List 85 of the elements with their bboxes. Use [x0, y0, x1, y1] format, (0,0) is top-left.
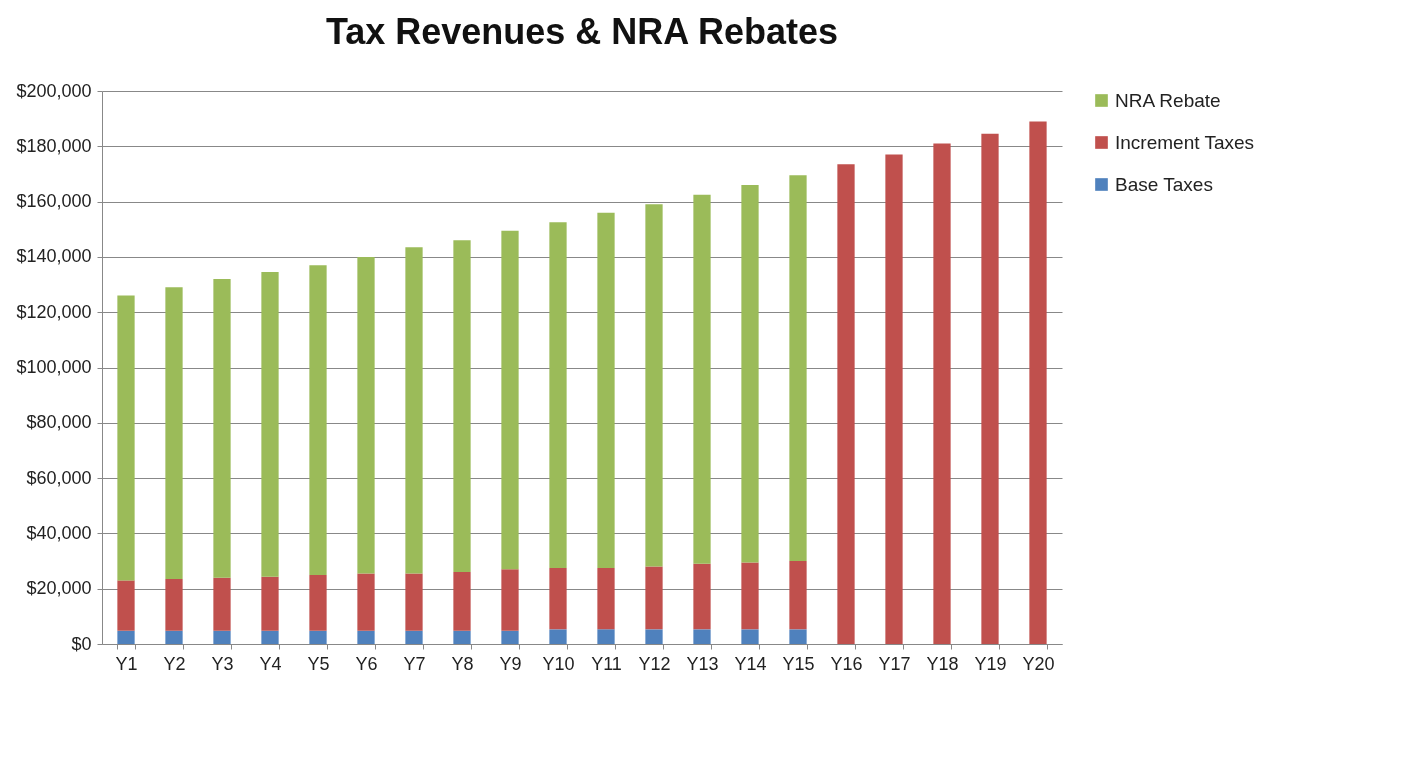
bar: [597, 629, 615, 644]
x-tick-label: Y8: [451, 653, 474, 674]
bar: [261, 272, 279, 577]
bar: [693, 563, 711, 630]
x-tick-label: Y12: [638, 653, 671, 674]
bar: [789, 561, 807, 630]
x-tick-label: Y14: [734, 653, 767, 674]
bar: [693, 194, 711, 564]
x-tick-label: Y1: [115, 653, 138, 674]
bar: [597, 212, 615, 568]
bar: [213, 630, 231, 644]
x-tick-label: Y4: [259, 653, 282, 674]
bar: [501, 230, 519, 570]
x-tick-label: Y2: [163, 653, 186, 674]
x-tick-label: Y5: [307, 653, 330, 674]
bar: [117, 295, 135, 581]
bar: [1029, 121, 1047, 644]
y-tick-label: $100,000: [16, 357, 92, 377]
x-tick-label: Y19: [974, 653, 1007, 674]
legend-label: Base Taxes: [1115, 173, 1213, 195]
x-tick-label: Y20: [1022, 653, 1055, 674]
x-tick-label: Y17: [878, 653, 911, 674]
x-tick-label: Y3: [211, 653, 234, 674]
bar: [549, 222, 567, 568]
bar: [405, 630, 423, 644]
y-tick-label: $40,000: [26, 522, 92, 543]
y-tick-label: $140,000: [16, 246, 92, 267]
legend-label: Increment Taxes: [1115, 131, 1255, 153]
legend-label: NRA Rebate: [1115, 89, 1221, 111]
bar: [405, 247, 423, 574]
y-tick-label: $60,000: [26, 467, 92, 488]
y-tick-label: $0: [71, 633, 92, 654]
bar: [165, 287, 183, 580]
x-tick-label: Y18: [926, 653, 959, 674]
bar: [837, 164, 855, 644]
x-tick-label: Y13: [686, 653, 719, 674]
bar: [549, 629, 567, 644]
bar: [645, 566, 663, 630]
bar: [645, 629, 663, 644]
y-tick-label: $200,000: [16, 80, 92, 101]
bar: [309, 265, 327, 575]
bar: [981, 133, 999, 644]
y-tick-label: $120,000: [16, 301, 92, 322]
bar: [501, 569, 519, 631]
y-tick-label: $180,000: [16, 135, 92, 156]
bar: [357, 573, 375, 631]
x-tick-label: Y16: [830, 653, 863, 674]
bar: [357, 256, 375, 574]
bar: [165, 630, 183, 644]
bar: [549, 567, 567, 630]
bar: [453, 630, 471, 644]
bar: [885, 154, 903, 644]
y-tick-label: $160,000: [16, 191, 92, 212]
bar: [213, 279, 231, 578]
bar: [213, 577, 231, 631]
bar: [453, 240, 471, 573]
x-tick-label: Y11: [591, 653, 622, 674]
x-tick-label: Y10: [542, 653, 575, 674]
bar: [261, 576, 279, 631]
bar: [741, 185, 759, 563]
bar: [501, 630, 519, 644]
bar: [165, 579, 183, 631]
y-tick-label: $20,000: [26, 578, 92, 599]
bar: [597, 567, 615, 630]
bar: [261, 630, 279, 644]
bar: [117, 580, 135, 631]
bar: [693, 629, 711, 644]
bar: [741, 562, 759, 630]
bar: [645, 204, 663, 567]
chart-title: Tax Revenues & NRA Rebates: [325, 11, 839, 52]
bar: [117, 630, 135, 644]
bar: [789, 175, 807, 562]
x-tick-label: Y6: [355, 653, 378, 674]
bar: [933, 143, 951, 644]
bar: [453, 572, 471, 631]
bar: [789, 629, 807, 644]
bar: [741, 629, 759, 644]
bar: [405, 573, 423, 631]
x-tick-label: Y7: [403, 653, 426, 674]
bar: [309, 574, 327, 631]
x-tick-label: Y9: [499, 653, 522, 674]
bar: [357, 630, 375, 644]
x-tick-label: Y15: [782, 653, 815, 674]
y-tick-label: $80,000: [26, 412, 92, 433]
bar: [309, 630, 327, 644]
